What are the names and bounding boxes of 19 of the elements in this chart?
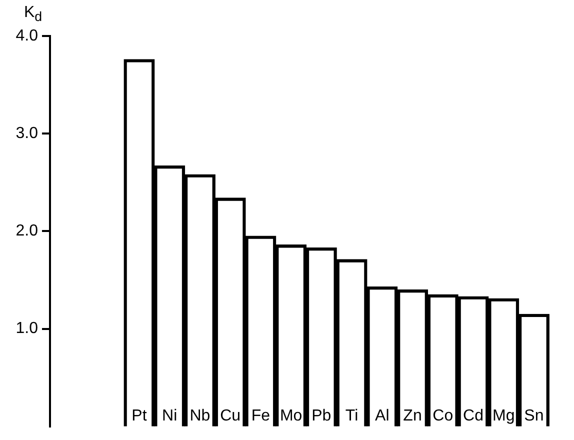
y-tick-label: 3.0 [16,125,38,142]
x-tick-label: Ti [345,407,358,424]
x-tick-label: Fe [251,407,270,424]
x-tick-label: Cd [463,407,484,424]
x-tick-label: Mo [280,407,302,424]
x-tick-label: Ni [162,407,178,424]
y-tick-label: 4.0 [16,27,38,44]
x-tick-label: Pb [312,407,332,424]
x-tick-label: Zn [403,407,422,424]
x-tick-label: Cu [220,407,241,424]
x-tick-label: Al [375,407,390,424]
y-axis-title: K$_{d}$ [24,4,42,24]
x-tick-label: Mg [492,407,515,424]
y-tick-label: 2.0 [16,222,38,240]
x-tick-label: Co [432,407,454,424]
y-tick-label: 1.0 [16,320,38,338]
x-tick-label: Nb [190,407,210,424]
x-tick-label: Pt [132,407,148,424]
x-tick-label: Sn [524,407,544,424]
